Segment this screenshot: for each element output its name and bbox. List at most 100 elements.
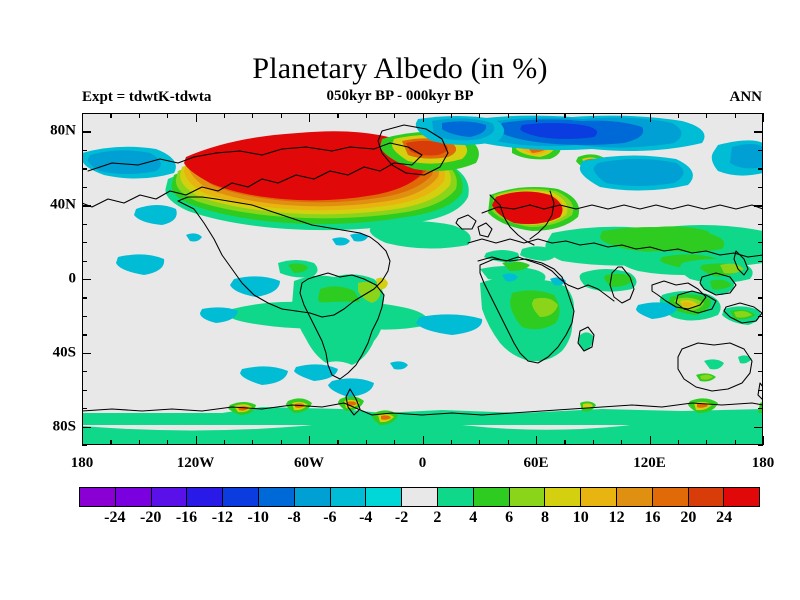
axis-tick (758, 408, 763, 410)
colorbar-segment (366, 488, 403, 506)
axis-tick (252, 440, 254, 445)
colorbar-tick-label: 8 (540, 509, 549, 526)
axis-tick (754, 426, 763, 428)
axis-tick (536, 113, 538, 122)
axis-tick (138, 440, 140, 445)
axis-tick (394, 440, 396, 445)
axis-tick (365, 440, 367, 445)
colorbar-segment (80, 488, 116, 506)
axis-tick (479, 113, 481, 118)
axis-tick (754, 205, 763, 207)
axis-tick (309, 436, 311, 445)
colorbar-tick-label: -24 (104, 509, 126, 526)
colorbar-segment (509, 488, 546, 506)
axis-tick (649, 436, 651, 445)
colorbar-tick-label: -16 (175, 509, 198, 526)
colorbar-tick-label: 2 (433, 509, 442, 526)
axis-tick (82, 426, 91, 428)
y-tick-label: 80N (50, 122, 76, 139)
x-tick-label: 180 (751, 455, 775, 471)
colorbar-tick-label: -2 (394, 509, 409, 526)
axis-tick (564, 113, 566, 118)
y-tick-label: 0 (68, 270, 77, 287)
x-tick-label: 120E (633, 455, 666, 471)
axis-tick (758, 242, 763, 244)
axis-tick (758, 297, 763, 299)
axis-tick (758, 168, 763, 170)
axis-tick (82, 334, 87, 336)
axis-tick (82, 315, 87, 318)
colorbar-segment (473, 488, 510, 506)
axis-tick (82, 371, 87, 373)
colorbar-tick-labels: -24 -20 -16 -12 -10 -8 -6 -4 -2 2 4 6 8 10 12 16 20 24 (0, 509, 800, 531)
page-title: Planetary Albedo (in %) (252, 52, 548, 85)
colorbar-tick-label: 4 (469, 509, 478, 526)
axis-tick (677, 113, 680, 118)
axis-tick (82, 113, 84, 122)
axis-tick (763, 113, 765, 122)
axis-tick (758, 186, 763, 188)
axis-tick (592, 440, 594, 445)
experiment-label: Expt = tdwtK-tdwta (82, 89, 212, 105)
axis-tick (82, 113, 87, 115)
anomaly-field-negative (82, 115, 763, 397)
axis-tick (564, 440, 566, 445)
axis-tick (252, 113, 254, 118)
x-tick-label: 0 (418, 455, 427, 471)
y-tick-label: 40S (52, 344, 76, 361)
axis-tick (758, 113, 763, 115)
x-tick-label: 60W (294, 455, 324, 471)
colorbar-tick-label: 24 (716, 509, 733, 526)
axis-tick (706, 440, 708, 445)
axis-tick (82, 205, 91, 207)
colorbar-segment (437, 488, 474, 506)
world-anomaly-map (82, 113, 763, 445)
axis-tick (734, 440, 736, 445)
colorbar-tick-label: -10 (247, 509, 269, 526)
axis-tick (82, 149, 87, 152)
axis-tick (754, 352, 763, 355)
colorbar-segment (294, 488, 331, 506)
axis-tick (82, 352, 91, 355)
colorbar-segment (724, 488, 760, 506)
colorbar-segment (652, 488, 689, 506)
axis-tick (82, 168, 87, 170)
colorbar-segment (402, 488, 438, 506)
y-tick-label: 40N (50, 196, 76, 213)
axis-tick (592, 113, 594, 118)
axis-tick (223, 113, 226, 118)
axis-tick (82, 186, 87, 188)
colorbar-tick-label: 12 (608, 509, 625, 526)
axis-tick (758, 371, 763, 373)
x-tick-label: 120W (176, 455, 215, 471)
axis-tick (758, 223, 763, 225)
axis-tick (167, 113, 169, 118)
axis-tick (82, 223, 87, 225)
axis-tick (479, 440, 481, 445)
colorbar-segment (115, 488, 152, 506)
axis-tick (110, 113, 112, 118)
axis-tick (706, 113, 708, 118)
axis-tick (138, 113, 140, 118)
axis-tick (507, 113, 509, 118)
axis-tick (621, 113, 623, 118)
subtitle-period: 050kyr BP - 000kyr BP (326, 88, 474, 104)
axis-tick (309, 113, 311, 122)
axis-tick (507, 440, 509, 445)
y-tick-label: 80S (52, 418, 76, 435)
colorbar-segment (258, 488, 295, 506)
colorbar-tick-label: -8 (287, 509, 301, 526)
axis-tick (195, 436, 197, 445)
axis-tick (82, 131, 91, 133)
axis-tick (110, 440, 112, 445)
y-axis-ticks: 80N 40N 0 40S 80S (30, 0, 76, 600)
colorbar-segment (187, 488, 224, 506)
axis-tick (677, 440, 680, 445)
axis-tick (758, 315, 763, 318)
axis-tick (167, 440, 169, 445)
coastlines (82, 124, 763, 416)
axis-tick (82, 297, 87, 299)
axis-tick (337, 113, 339, 118)
axis-tick (82, 242, 87, 244)
